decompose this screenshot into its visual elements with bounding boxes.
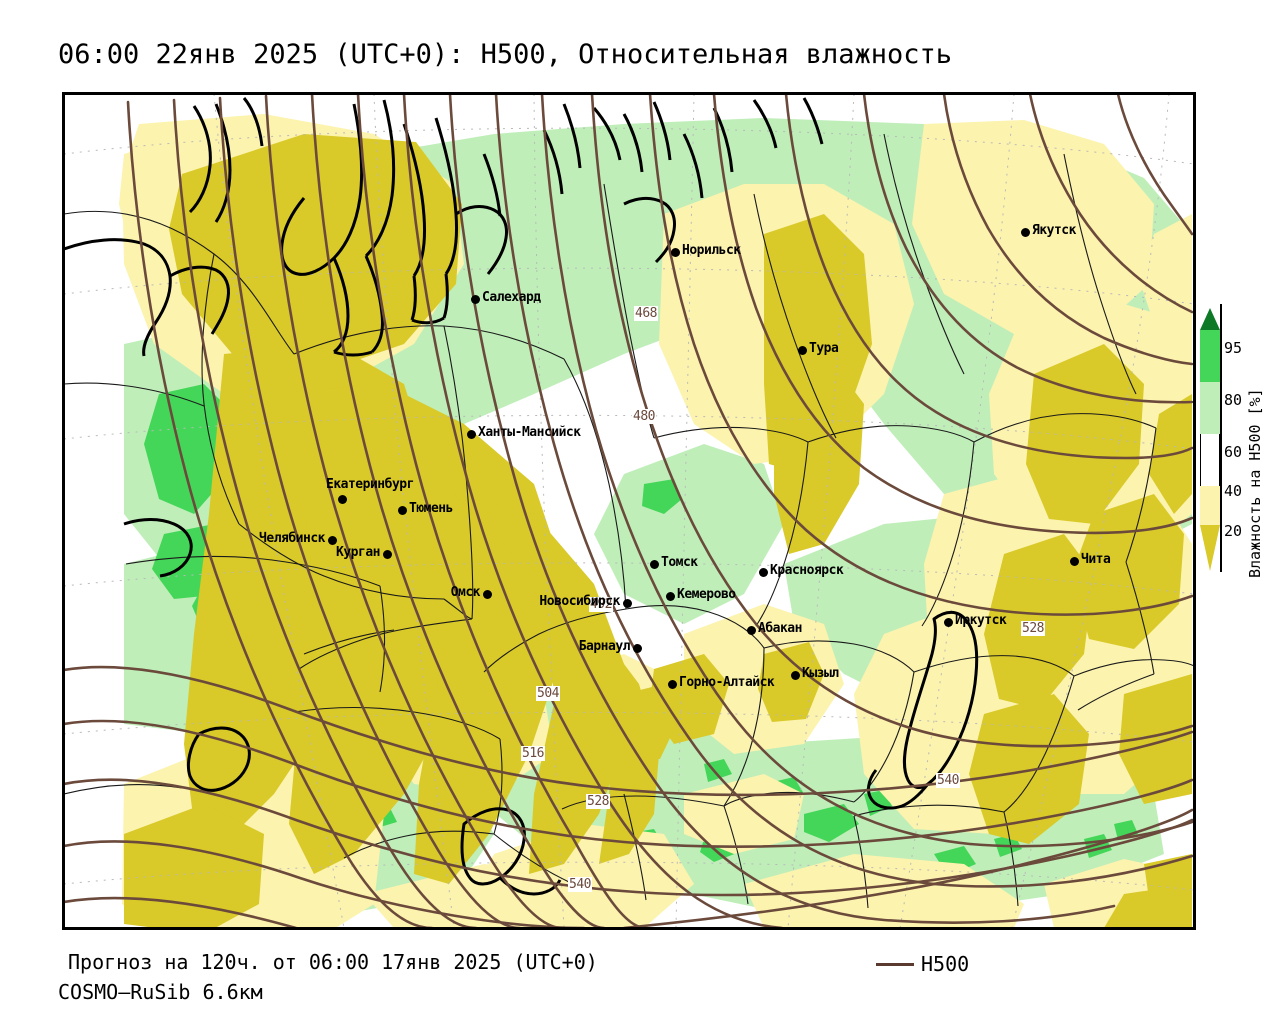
contour-label: 480 xyxy=(632,409,656,424)
colorbar-band-80-95 xyxy=(1200,330,1220,382)
city-label: Кызыл xyxy=(802,666,839,681)
colorbar-title: Влажность на H500 [%] xyxy=(1246,388,1264,578)
city-dot xyxy=(747,626,756,635)
city-label: Курган xyxy=(336,545,380,560)
city-label: Салехард xyxy=(482,290,541,305)
city-dot xyxy=(759,568,768,577)
coastlines xyxy=(64,97,979,896)
city-dot xyxy=(791,671,800,680)
city-label: Абакан xyxy=(758,621,802,636)
city-label: Новосибирск xyxy=(539,594,620,609)
colorbar xyxy=(1200,308,1220,571)
colorbar-over-95 xyxy=(1200,308,1220,330)
contour-label: 540 xyxy=(936,773,960,788)
city-label: Екатеринбург xyxy=(326,477,414,492)
h500-contours xyxy=(64,94,1194,928)
city-dot xyxy=(650,560,659,569)
city-label: Тюмень xyxy=(409,501,453,516)
city-dot xyxy=(1021,228,1030,237)
administrative-borders xyxy=(64,133,1194,909)
city-dot xyxy=(623,599,632,608)
colorbar-tick: 95 xyxy=(1224,339,1243,357)
city-label: Ханты-Мансийск xyxy=(478,425,581,440)
city-label: Тура xyxy=(809,341,839,356)
h500-line-swatch xyxy=(876,962,914,966)
map-canvas xyxy=(64,94,1194,928)
colorbar-tick: 80 xyxy=(1224,391,1243,409)
contour-label: 528 xyxy=(1021,621,1045,636)
city-label: Томск xyxy=(661,555,698,570)
contour-label: 504 xyxy=(536,686,560,701)
page-title: 06:00 22янв 2025 (UTC+0): H500, Относите… xyxy=(58,39,953,70)
model-info: COSMO–RuSib 6.6км xyxy=(58,980,263,1004)
city-dot xyxy=(666,592,675,601)
city-dot xyxy=(328,536,337,545)
city-label: Челябинск xyxy=(259,531,325,546)
city-dot xyxy=(471,295,480,304)
colorbar-tick: 60 xyxy=(1224,443,1243,461)
city-dot xyxy=(671,248,680,257)
city-dot xyxy=(338,495,347,504)
colorbar-band-40-60 xyxy=(1200,434,1220,486)
city-label: Красноярск xyxy=(770,563,844,578)
city-label: Кемерово xyxy=(677,587,736,602)
colorbar-tick: 40 xyxy=(1224,482,1243,500)
city-dot xyxy=(1070,557,1079,566)
city-dot xyxy=(668,680,677,689)
city-label: Барнаул xyxy=(578,639,631,654)
city-label: Норильск xyxy=(682,243,741,258)
forecast-info: Прогноз на 120ч. от 06:00 17янв 2025 (UT… xyxy=(68,950,598,974)
city-dot xyxy=(398,506,407,515)
contour-label: 528 xyxy=(586,794,610,809)
contour-label: 540 xyxy=(568,877,592,892)
city-label: Якутск xyxy=(1032,223,1076,238)
colorbar-band-20-40 xyxy=(1200,486,1220,525)
city-dot xyxy=(383,550,392,559)
city-label: Иркутск xyxy=(955,613,1007,628)
city-dot xyxy=(467,430,476,439)
colorbar-band-60-80 xyxy=(1200,382,1220,434)
contour-label: 492 xyxy=(589,597,613,612)
map-frame[interactable]: 468 480 492 504 516 528 528 540 540 Якут… xyxy=(62,92,1196,930)
colorbar-under-20 xyxy=(1200,525,1220,571)
colorbar-axis xyxy=(1220,304,1222,572)
city-label: Горно-Алтайск xyxy=(679,675,775,690)
h500-legend: H500 xyxy=(876,952,969,976)
colorbar-tick: 20 xyxy=(1224,522,1243,540)
city-label: Омск xyxy=(450,585,481,600)
h500-legend-label: H500 xyxy=(921,952,970,976)
city-dot xyxy=(483,590,492,599)
city-dot xyxy=(633,644,642,653)
humidity-band-under-20 xyxy=(124,134,1192,928)
city-label: Чита xyxy=(1081,552,1111,567)
contour-label: 516 xyxy=(521,746,545,761)
city-dot xyxy=(944,618,953,627)
city-dot xyxy=(798,346,807,355)
contour-label: 468 xyxy=(634,306,658,321)
